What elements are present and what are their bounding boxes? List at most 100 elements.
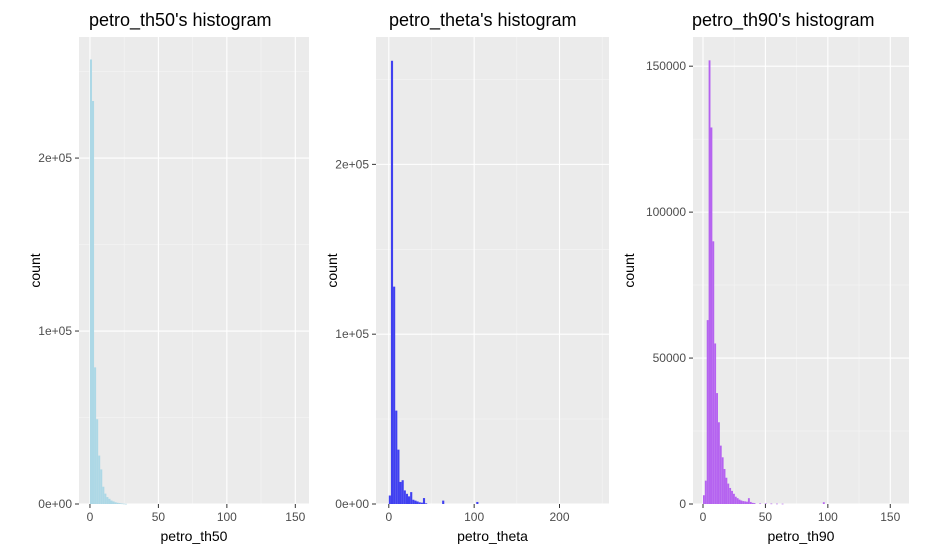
histogram-bar [770, 503, 773, 505]
histogram-bar [96, 419, 99, 504]
histogram-bar [729, 487, 732, 504]
histogram-bar [410, 492, 413, 504]
histogram-bar [781, 503, 784, 505]
chart-panel-3: 0 50 100 150 0 50000 100000 150000 petro_th90's … [621, 10, 909, 544]
histogram-bar [744, 501, 747, 504]
histogram-bar [122, 503, 125, 505]
histogram-bar [719, 445, 722, 504]
y-tick-label: 1e+05 [38, 324, 72, 338]
chart-title: petro_th50's histogram [89, 10, 272, 31]
histogram-bar [708, 60, 711, 504]
y-axis-title: count [324, 253, 340, 287]
x-tick-label: 0 [700, 510, 707, 524]
histogram-bar [390, 60, 394, 505]
histogram-bar [120, 503, 123, 505]
y-axis-title: count [621, 253, 637, 287]
histogram-bar [759, 503, 762, 505]
histogram-bar [725, 477, 728, 504]
histogram-bar [412, 499, 415, 504]
histogram-bar [405, 493, 409, 504]
histogram-bar [98, 455, 101, 504]
x-tick-label: 100 [217, 510, 237, 524]
chart-panel-1: 0 50 100 150 0e+00 1e+05 2e+05 petro_th50's his… [27, 10, 309, 544]
histogram-bar [442, 500, 445, 504]
histogram-bar [401, 480, 404, 504]
histogram-bar [742, 501, 745, 504]
x-axis-title: petro_theta [457, 528, 528, 544]
histogram-bar [822, 502, 825, 504]
y-tick-label: 0e+00 [335, 497, 369, 511]
histogram-bar [740, 500, 743, 504]
histogram-bar [124, 503, 127, 505]
histogram-bar [420, 502, 423, 504]
histogram-bar [399, 481, 402, 504]
histogram-bar [738, 499, 741, 504]
histogram-bar [114, 502, 117, 504]
histogram-bar [764, 503, 767, 505]
y-tick-label: 100000 [646, 205, 686, 219]
histogram-bar [422, 498, 426, 504]
histogram-bar [393, 286, 396, 504]
histogram-bar [118, 503, 121, 504]
x-tick-label: 50 [152, 510, 166, 524]
y-tick-label: 1e+05 [335, 327, 369, 341]
y-tick-label: 2e+05 [38, 151, 72, 165]
x-tick-label: 100 [464, 510, 484, 524]
histogram-bar [106, 497, 109, 504]
histogram-bar [104, 493, 107, 504]
histogram-bar [388, 495, 391, 504]
histogram-bar [397, 449, 400, 504]
y-axis-title: count [27, 253, 43, 287]
chart-title: petro_th90's histogram [692, 10, 875, 31]
histogram-bar [476, 501, 479, 504]
histogram-bar [100, 469, 103, 504]
chart-title: petro_theta's histogram [389, 10, 577, 31]
plot-background [376, 37, 609, 504]
histogram-bar [408, 496, 411, 504]
x-tick-label: 100 [818, 510, 838, 524]
histogram-bar [112, 501, 115, 504]
histogram-bar [102, 486, 105, 504]
x-tick-label: 0 [87, 510, 94, 524]
y-tick-label: 2e+05 [335, 157, 369, 171]
histogram-bar [108, 498, 111, 504]
x-tick-label: 50 [759, 510, 773, 524]
histogram-bar [776, 503, 778, 505]
histogram-bar [716, 393, 718, 504]
histogram-bar [416, 501, 419, 504]
histogram-bar [736, 498, 739, 504]
histogram-bar [116, 502, 119, 504]
plot-background [693, 37, 909, 504]
histogram-bar [747, 498, 750, 504]
histogram-bar [414, 500, 417, 504]
y-tick-label: 0 [679, 497, 686, 511]
histogram-bar [717, 422, 720, 504]
histogram-bar [706, 320, 709, 504]
histogram-bar [92, 100, 95, 504]
plot-background [79, 37, 309, 504]
histogram-bar [395, 410, 398, 504]
histogram-bar [721, 457, 724, 504]
histogram-bar [712, 241, 715, 504]
histogram-bar [723, 468, 726, 504]
histogram-bar [732, 493, 735, 504]
x-tick-label: 0 [385, 510, 392, 524]
x-tick-label: 200 [549, 510, 569, 524]
y-tick-label: 0e+00 [38, 497, 72, 511]
histogram-bar [704, 480, 707, 504]
histogram-bar [731, 490, 733, 504]
histogram-bar [734, 496, 737, 504]
y-tick-label: 150000 [646, 59, 686, 73]
histogram-bar [753, 503, 756, 504]
y-tick-label: 50000 [653, 351, 687, 365]
histogram-bar [425, 503, 428, 504]
histogram-bar [94, 367, 97, 504]
chart-panel-2: 0 100 200 0e+00 1e+05 2e+05 petro_theta's hist… [324, 10, 609, 544]
histogram-bar [710, 127, 713, 504]
histogram-bar [749, 501, 752, 504]
histogram-bar [727, 483, 730, 504]
x-axis-title: petro_th90 [768, 528, 835, 544]
x-axis-title: petro_th50 [161, 528, 228, 544]
histogram-bar [714, 343, 717, 504]
